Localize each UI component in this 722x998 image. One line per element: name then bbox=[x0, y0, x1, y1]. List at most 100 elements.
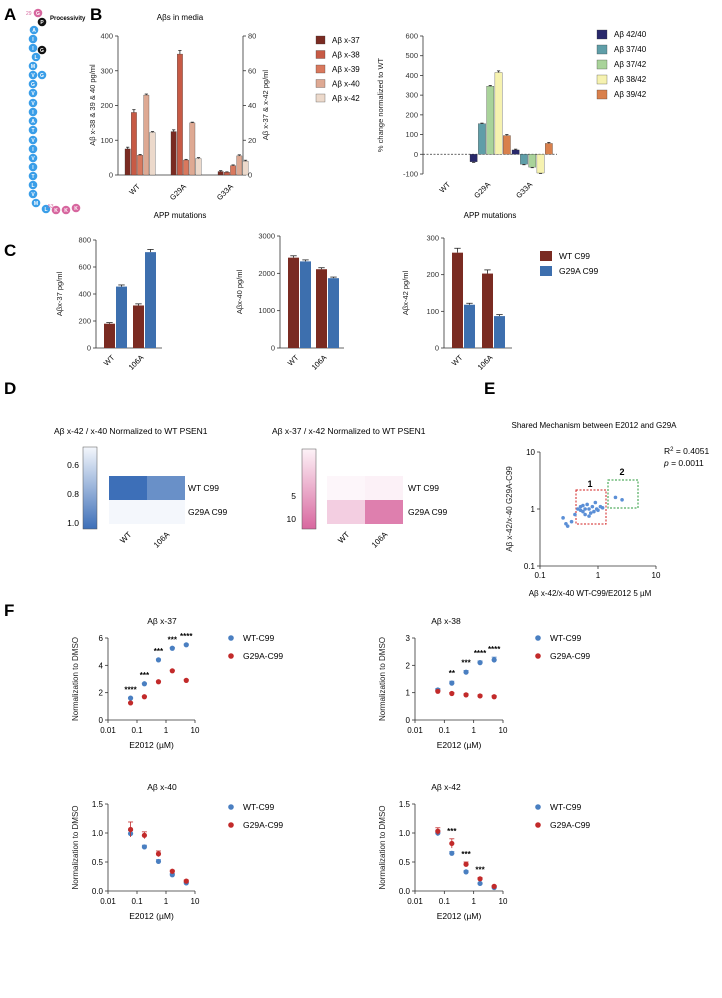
legend-label: G29A-C99 bbox=[243, 820, 283, 830]
x-tick-label: WT bbox=[438, 180, 453, 195]
x-tick-label: WT bbox=[102, 353, 117, 368]
x-axis-label: APP mutations bbox=[154, 211, 207, 220]
y-tick-label: 1000 bbox=[258, 306, 275, 315]
residue-letter: P bbox=[40, 20, 44, 26]
legend-swatch bbox=[596, 74, 608, 85]
legend-swatch bbox=[315, 79, 326, 88]
legend-label: Aβ x-40 bbox=[332, 80, 360, 89]
data-point bbox=[183, 642, 189, 648]
data-point bbox=[127, 826, 134, 833]
data-point bbox=[477, 660, 483, 666]
x-tick-label: 10 bbox=[191, 897, 200, 906]
x-tick-label: G33A bbox=[215, 182, 235, 202]
bar bbox=[224, 172, 230, 176]
y-tick-label: 400 bbox=[405, 71, 418, 80]
heatmap-title: Aβ x-42 / x-40 Normalized to WT PSEN1 bbox=[54, 426, 208, 436]
y-tick-label: 0 bbox=[435, 344, 439, 353]
y-tick-label: 80 bbox=[248, 32, 256, 41]
heatmap-col-label: 106A bbox=[152, 530, 172, 550]
significance-label: *** bbox=[461, 659, 471, 668]
bar bbox=[131, 112, 137, 176]
data-point bbox=[449, 840, 455, 847]
significance-label: *** bbox=[154, 647, 164, 656]
y-tick-label: 6 bbox=[99, 634, 104, 643]
data-point bbox=[463, 692, 469, 698]
colorbar-tick-label: 0.6 bbox=[67, 460, 79, 470]
legend-marker bbox=[228, 653, 234, 659]
y-tick-label: 1.0 bbox=[399, 829, 411, 838]
x-tick-label: G29A bbox=[168, 182, 188, 202]
legend-label: WT-C99 bbox=[550, 802, 581, 812]
bar bbox=[170, 131, 177, 176]
legend-swatch bbox=[596, 59, 608, 70]
residue-letter: M bbox=[34, 201, 38, 207]
y-tick-label: 4 bbox=[99, 661, 104, 670]
residue-letter: G bbox=[31, 82, 35, 88]
residue-circle bbox=[41, 204, 51, 214]
dose-response-f4-x42: Aβ x-42 0.0 0.5 1.0 1.5 0.01 0.1 1 10 Normalizati… bbox=[378, 782, 590, 921]
legend-swatch bbox=[596, 89, 608, 100]
bar bbox=[137, 155, 143, 176]
bar bbox=[494, 72, 503, 155]
chart-b1-abeta-media: Aβs in media 0 100 200 300 400 0 20 40 60 80 Aβ x-3… bbox=[88, 13, 360, 220]
y-tick-label: 20 bbox=[248, 136, 256, 145]
y-tick-label: 2000 bbox=[258, 269, 275, 278]
x-tick-label: G33A bbox=[514, 180, 534, 200]
residue-letter: V bbox=[31, 73, 35, 79]
residue-letter: V bbox=[31, 91, 35, 97]
processivity-label: Processivity bbox=[50, 16, 86, 22]
y-tick-label: 300 bbox=[426, 234, 439, 243]
dose-response-f3-x40: Aβ x-40 0.0 0.5 1.0 1.5 0.01 0.1 1 10 Normalizati… bbox=[71, 782, 283, 921]
y-tick-label: 0 bbox=[414, 150, 418, 159]
bar bbox=[486, 86, 495, 155]
residue-letter: I bbox=[32, 37, 34, 43]
bar bbox=[236, 155, 243, 176]
y-axis-label-left: Aβ x-38 & 39 & 40 pg/ml bbox=[88, 64, 97, 146]
y-tick-label: 300 bbox=[405, 91, 418, 100]
scatter-point bbox=[620, 498, 624, 502]
scatter-point bbox=[564, 521, 568, 526]
residue-circle bbox=[28, 135, 38, 145]
y-tick-label: 500 bbox=[405, 51, 418, 60]
y-tick-label: 0 bbox=[99, 716, 104, 725]
bar bbox=[316, 269, 327, 348]
heatmap-cell bbox=[365, 500, 403, 524]
bar bbox=[528, 154, 537, 168]
chart-c3-abeta42: 0 100 200 300 Aβx-42 pg/ml WT 106A WT C99 G29A C… bbox=[401, 234, 598, 372]
data-point bbox=[155, 858, 162, 865]
y-axis-label: Aβx-40 pg/ml bbox=[235, 270, 244, 315]
residue-letter: G bbox=[40, 48, 44, 54]
x-tick-label: 10 bbox=[191, 726, 200, 735]
legend-label: G29A-C99 bbox=[550, 651, 590, 661]
x-tick-label: 0.01 bbox=[407, 897, 423, 906]
chart-c1-abeta37: 0 200 400 600 800 Aβx-37 pg/ml WT 106A bbox=[55, 236, 162, 372]
bar bbox=[230, 165, 236, 176]
y-axis-label: Normalization to DMSO bbox=[71, 637, 80, 721]
bar bbox=[300, 261, 311, 348]
data-point bbox=[141, 681, 148, 687]
y-tick-label: 100 bbox=[405, 130, 418, 139]
x-tick-label: 106A bbox=[127, 353, 146, 372]
x-axis-label: E2012 (µM) bbox=[437, 740, 482, 750]
bar bbox=[242, 160, 249, 176]
y-axis-label: Aβx-37 pg/ml bbox=[55, 272, 64, 317]
legend-marker bbox=[228, 822, 234, 828]
x-tick-label: 1 bbox=[471, 897, 476, 906]
y-tick-label: 400 bbox=[78, 290, 91, 299]
significance-label: **** bbox=[180, 632, 193, 641]
legend-label: Aβ x-38 bbox=[332, 51, 360, 60]
chart-c2-abeta40: 0 1000 2000 3000 Aβx-40 pg/ml WT 106A bbox=[235, 232, 344, 372]
chart-title: Aβs in media bbox=[157, 13, 204, 22]
residue-circle bbox=[31, 52, 41, 62]
colorbar-tick-label: 0.8 bbox=[67, 489, 79, 499]
data-point bbox=[183, 677, 189, 683]
x-tick-label: 0.01 bbox=[100, 726, 116, 735]
y-tick-label: 200 bbox=[405, 110, 418, 119]
residue-letter: K bbox=[54, 208, 58, 214]
data-point bbox=[463, 861, 469, 867]
x-tick-label: 1 bbox=[596, 571, 601, 580]
residue-circle bbox=[28, 171, 38, 181]
bar bbox=[520, 154, 528, 165]
residue-letter: L bbox=[31, 183, 34, 189]
